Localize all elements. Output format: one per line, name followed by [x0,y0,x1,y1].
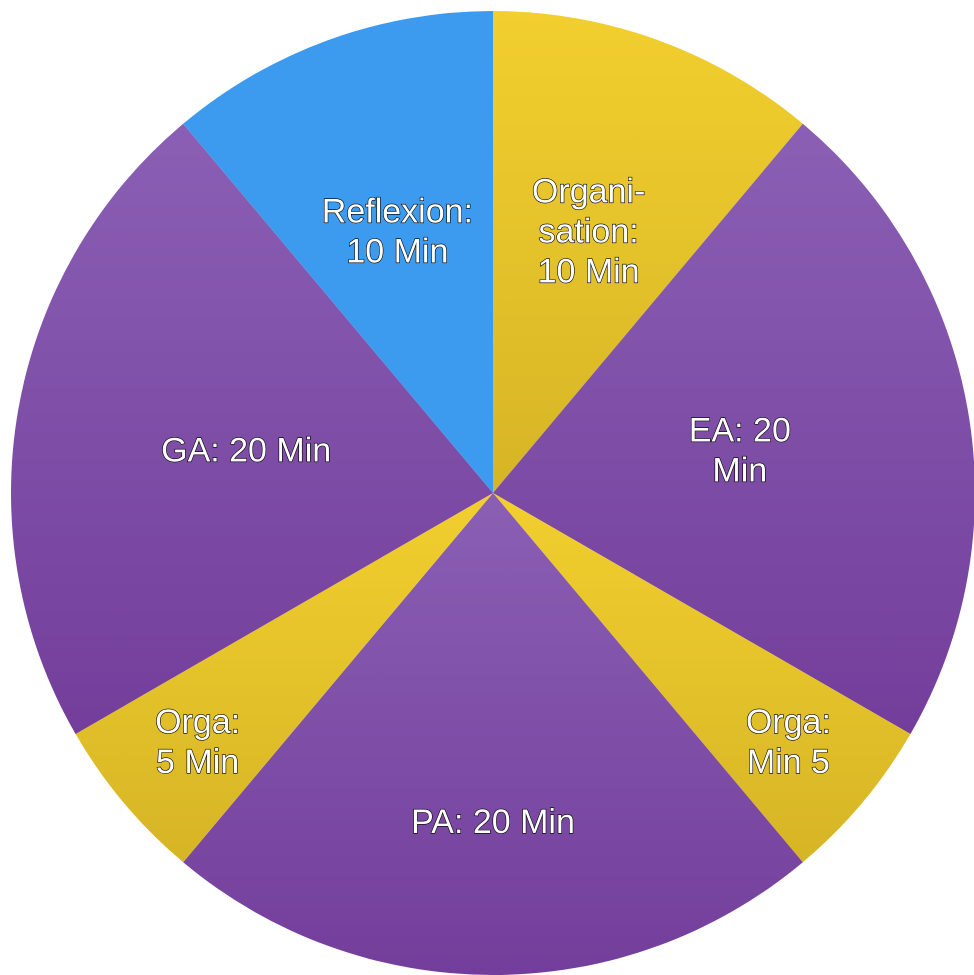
slice-label-line: Orga: [746,703,831,741]
slice-label: Orga: Min 5 [746,703,831,781]
slice-label-line: Min [712,451,767,489]
slice-label-line: sation: [539,212,639,250]
pie-slices [10,11,974,975]
slice-label-line: 10 Min [346,232,448,270]
slice-label-line: GA: 20 Min [161,431,331,469]
slice-label-line: 5 Min [156,743,239,781]
slice-label: Reflexion: 10 Min [322,192,473,270]
pie-slice [493,123,974,734]
slice-label-line: PA: 20 Min [411,803,575,841]
slice-label: EA: 20 Min [689,411,791,489]
slice-label-line: Orga: [155,703,240,741]
pie-slice [75,493,494,863]
slice-label-line: Min 5 [747,743,830,781]
slice-label-line: 10 Min [538,252,640,290]
slice-label: Organi-sation: 10 Min [532,172,645,290]
slice-label: GA: 20 Min [161,431,331,469]
pie-slice [183,493,803,975]
pie-slice [493,11,803,493]
slice-label: PA: 20 Min [411,803,575,841]
slice-label-line: Reflexion: [322,192,473,230]
pie-slice [493,493,911,863]
slice-label: Orga: 5 Min [155,703,240,781]
slice-label-line: EA: 20 [689,411,791,449]
slice-label-line: Organi- [532,172,645,210]
pie-slice [183,11,493,493]
pie-slice [10,123,493,734]
